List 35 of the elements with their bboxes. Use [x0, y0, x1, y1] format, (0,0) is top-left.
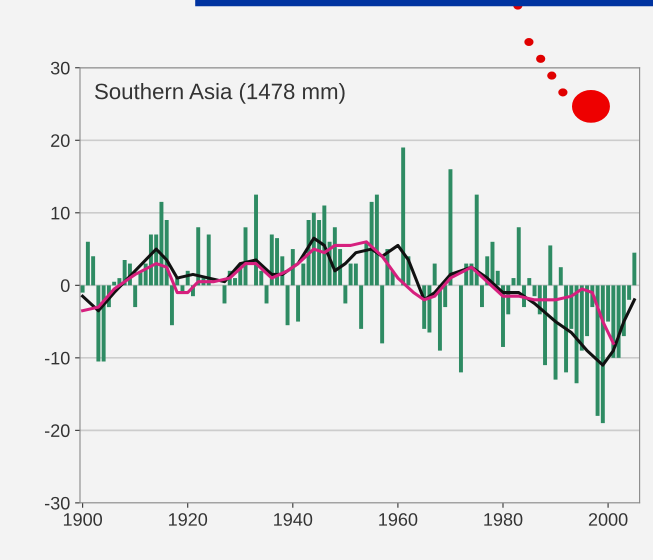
bar: [264, 285, 269, 304]
y-tick-label: 20: [51, 134, 70, 147]
bar: [80, 285, 85, 293]
bar: [527, 278, 532, 286]
y-tick-label: -10: [44, 352, 70, 365]
bar: [380, 285, 384, 344]
bar: [432, 264, 437, 286]
x-tick-label: 1900: [64, 513, 102, 526]
x-tick-label: 1920: [169, 513, 208, 526]
bar: [548, 245, 552, 286]
bar: [558, 267, 563, 286]
y-tick-label: 0: [60, 279, 70, 292]
bar: [286, 285, 290, 326]
x-tick-label: 1960: [379, 513, 418, 526]
y-tick-label: 10: [52, 206, 70, 220]
bar: [554, 285, 558, 380]
bar: [296, 285, 300, 322]
x-tick-label: 2000: [588, 513, 628, 526]
y-tick-label: 30: [50, 62, 70, 74]
text: Southern Asia (1478 mm): [94, 82, 345, 104]
y-tick-label: -30: [44, 496, 70, 510]
bar: [133, 285, 138, 308]
bar: [480, 285, 484, 308]
bar: [170, 285, 174, 326]
bar: [359, 285, 364, 329]
bar: [448, 169, 452, 286]
bar: [290, 249, 295, 286]
y-tick-label: -20: [44, 424, 70, 438]
bar: [343, 285, 348, 304]
x-tick-label: 1940: [274, 513, 312, 526]
line-series: [81, 240, 615, 345]
bar: [632, 252, 636, 286]
bar: [458, 285, 463, 372]
x-tick-label: 1980: [484, 513, 522, 526]
bar: [222, 285, 226, 304]
